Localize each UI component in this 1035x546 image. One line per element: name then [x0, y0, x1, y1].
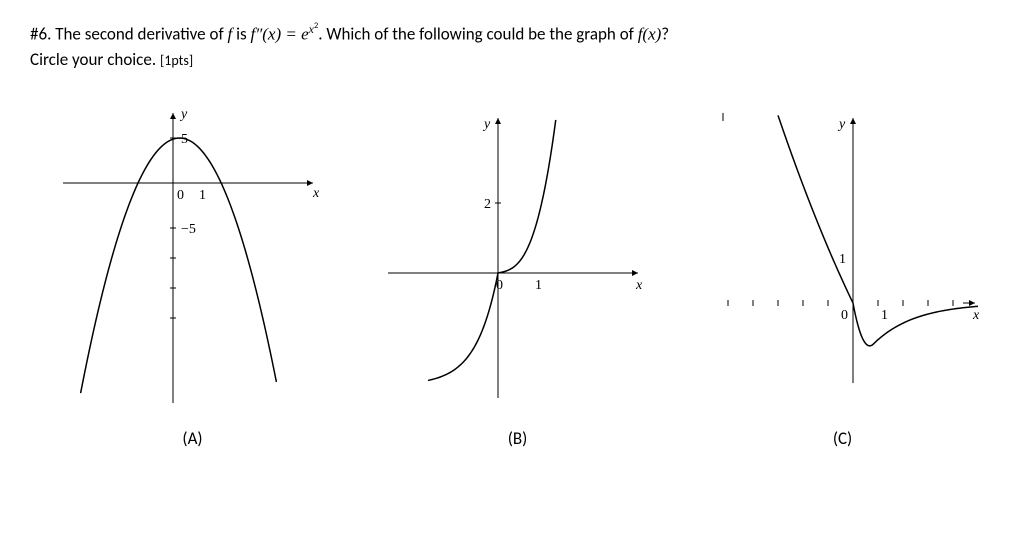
svg-text:2: 2 — [484, 197, 491, 212]
svg-text:x: x — [972, 308, 980, 323]
chart-a-col: yx5−501 (A) — [30, 103, 355, 449]
svg-text:0: 0 — [177, 188, 184, 203]
svg-text:0: 0 — [841, 308, 848, 323]
q-pts: [1pts] — [160, 52, 193, 69]
q-qmark: ? — [661, 24, 669, 45]
svg-text:1: 1 — [199, 188, 206, 203]
option-c-label[interactable]: (C) — [833, 428, 852, 449]
q-f2: f″(x) = e — [250, 25, 308, 44]
svg-text:y: y — [179, 107, 188, 122]
q-prefix: #6. The second derivative of — [30, 24, 227, 45]
svg-text:1: 1 — [535, 278, 542, 293]
q-suffix: . Which of the following could be the gr… — [318, 24, 638, 45]
svg-text:1: 1 — [839, 252, 846, 267]
q-f: f — [227, 25, 232, 44]
question-text: #6. The second derivative of f is f″(x) … — [30, 20, 1005, 73]
svg-text:x: x — [312, 186, 320, 201]
svg-text:1: 1 — [881, 308, 888, 323]
option-b-label[interactable]: (B) — [508, 428, 528, 449]
svg-text:−5: −5 — [181, 222, 196, 237]
charts-row: yx5−501 (A) yx201 (B) yx101 (C) — [30, 103, 1005, 449]
chart-b-col: yx201 (B) — [355, 103, 680, 449]
chart-c: y x 1 0 1 — [703, 103, 983, 403]
q-is: is — [236, 24, 250, 45]
svg-text:y: y — [482, 117, 491, 132]
chart-c-col: y x 1 0 1 (C) — [680, 103, 1005, 449]
svg-text:y: y — [837, 117, 846, 132]
chart-b: yx201 — [388, 103, 648, 403]
chart-a: yx5−501 — [63, 103, 323, 403]
q-fx: f(x) — [638, 25, 662, 44]
option-a-label[interactable]: (A) — [182, 428, 202, 449]
svg-text:x: x — [635, 278, 643, 293]
q-line2: Circle your choice. — [30, 49, 160, 70]
